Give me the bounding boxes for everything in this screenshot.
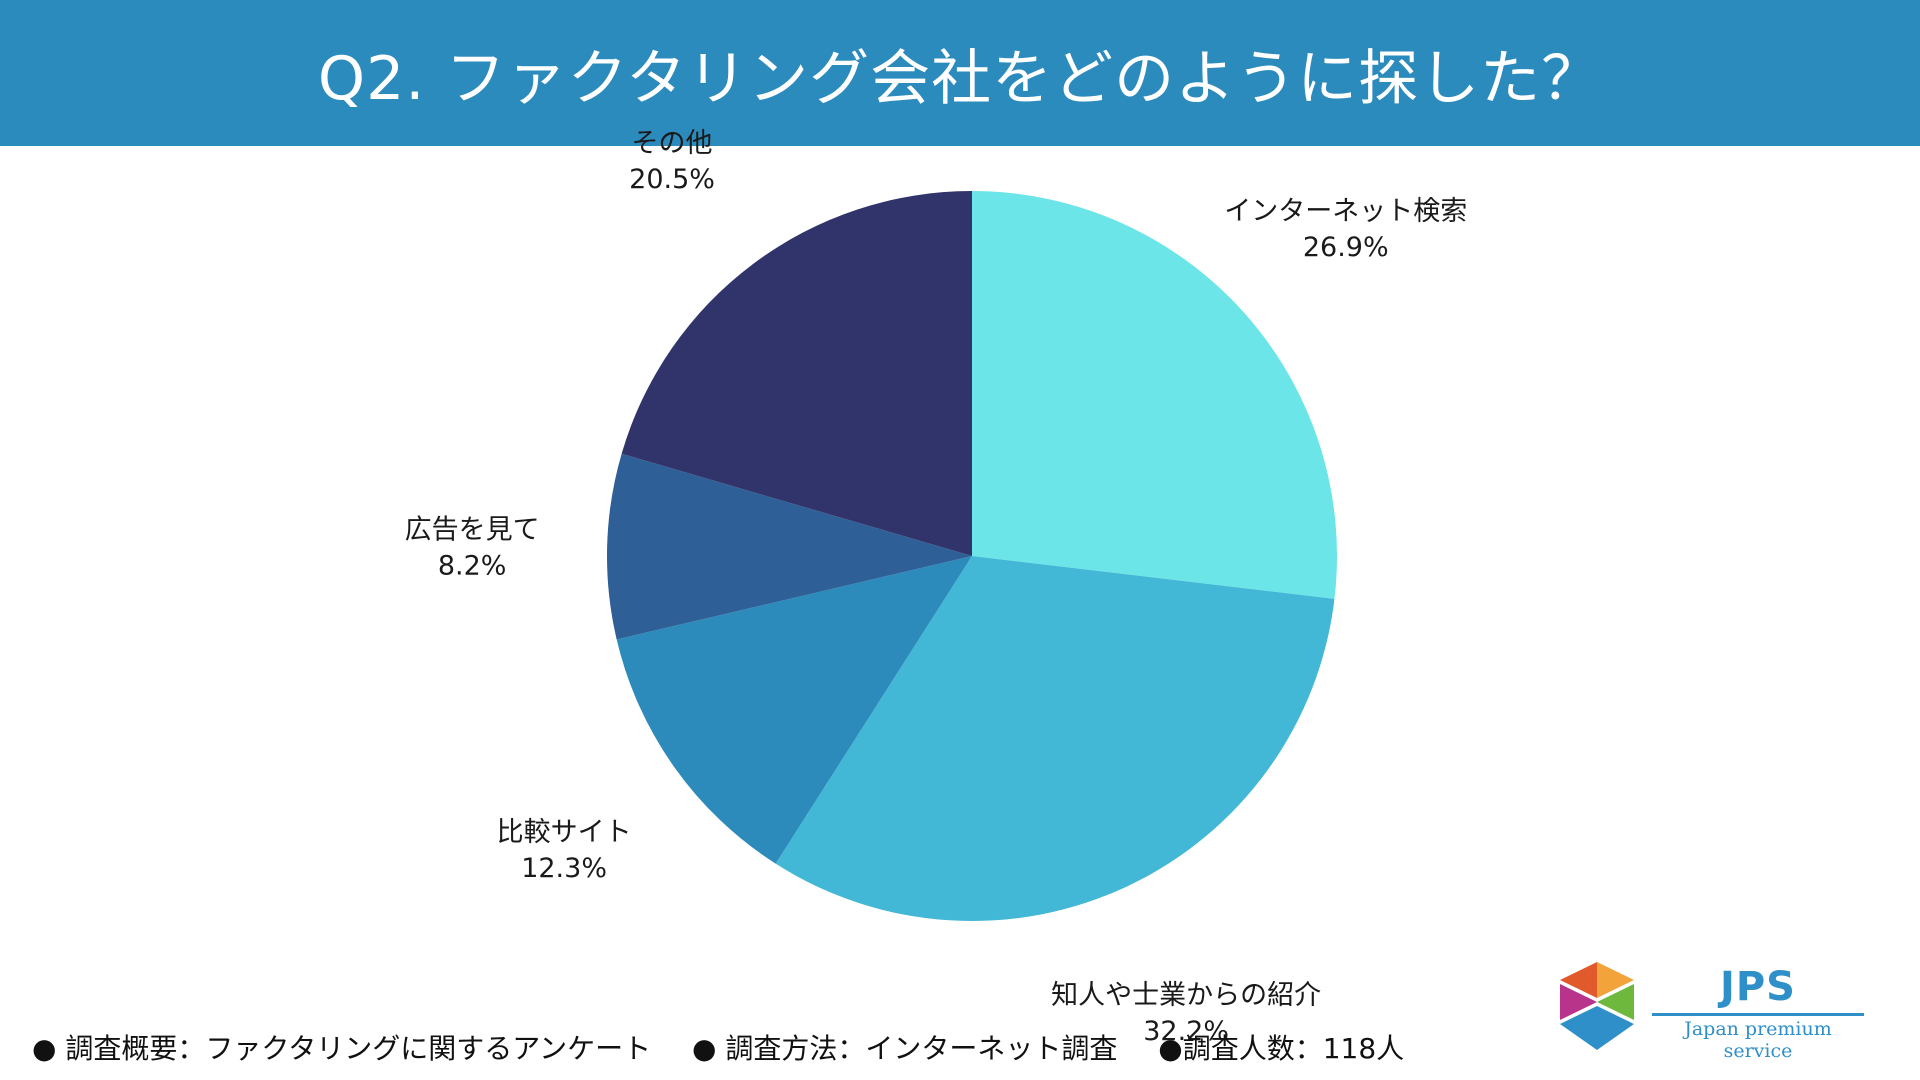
pie-slice-3 (607, 453, 972, 640)
pie-slice-0 (972, 191, 1337, 599)
header-bar: Q2. ファクタリング会社をどのように探した？ (0, 0, 1920, 146)
slice-value-2: 12.3% (521, 853, 607, 884)
slice-value-3: 8.2% (438, 551, 507, 582)
survey-summary: ● 調査概要：ファクタリングに関するアンケート (32, 1032, 652, 1065)
slice-value-0: 26.9% (1303, 232, 1389, 263)
survey-method: ● 調査方法：インターネット調査 (692, 1032, 1118, 1065)
cube-logo-icon (1560, 962, 1634, 1050)
slice-value-1: 32.2% (1143, 1016, 1229, 1047)
slice-label-1: 知人や士業からの紹介 (1051, 980, 1321, 1011)
logo-abbr: JPS (1719, 964, 1796, 1010)
slice-label-4: その他 (632, 128, 713, 159)
pie-slice-1 (775, 556, 1335, 922)
logo-name: Japan premium service (1684, 1018, 1832, 1062)
survey-count: ●調査人数：118人 (1158, 1032, 1405, 1065)
slice-label-2: 比較サイト (497, 817, 632, 848)
slice-label-3: 広告を見て (405, 515, 540, 546)
page-title: Q2. ファクタリング会社をどのように探した？ (317, 43, 1603, 114)
jps-logo: JPS Japan premium service (1556, 956, 1876, 1062)
slice-label-0: インターネット検索 (1224, 196, 1467, 227)
pie-slice-4 (621, 191, 972, 556)
pie-slice-2 (616, 556, 972, 864)
slice-value-4: 20.5% (629, 164, 715, 195)
logo-divider (1652, 1013, 1864, 1016)
survey-footer: ● 調査概要：ファクタリングに関するアンケート ● 調査方法：インターネット調査… (32, 1027, 1404, 1067)
